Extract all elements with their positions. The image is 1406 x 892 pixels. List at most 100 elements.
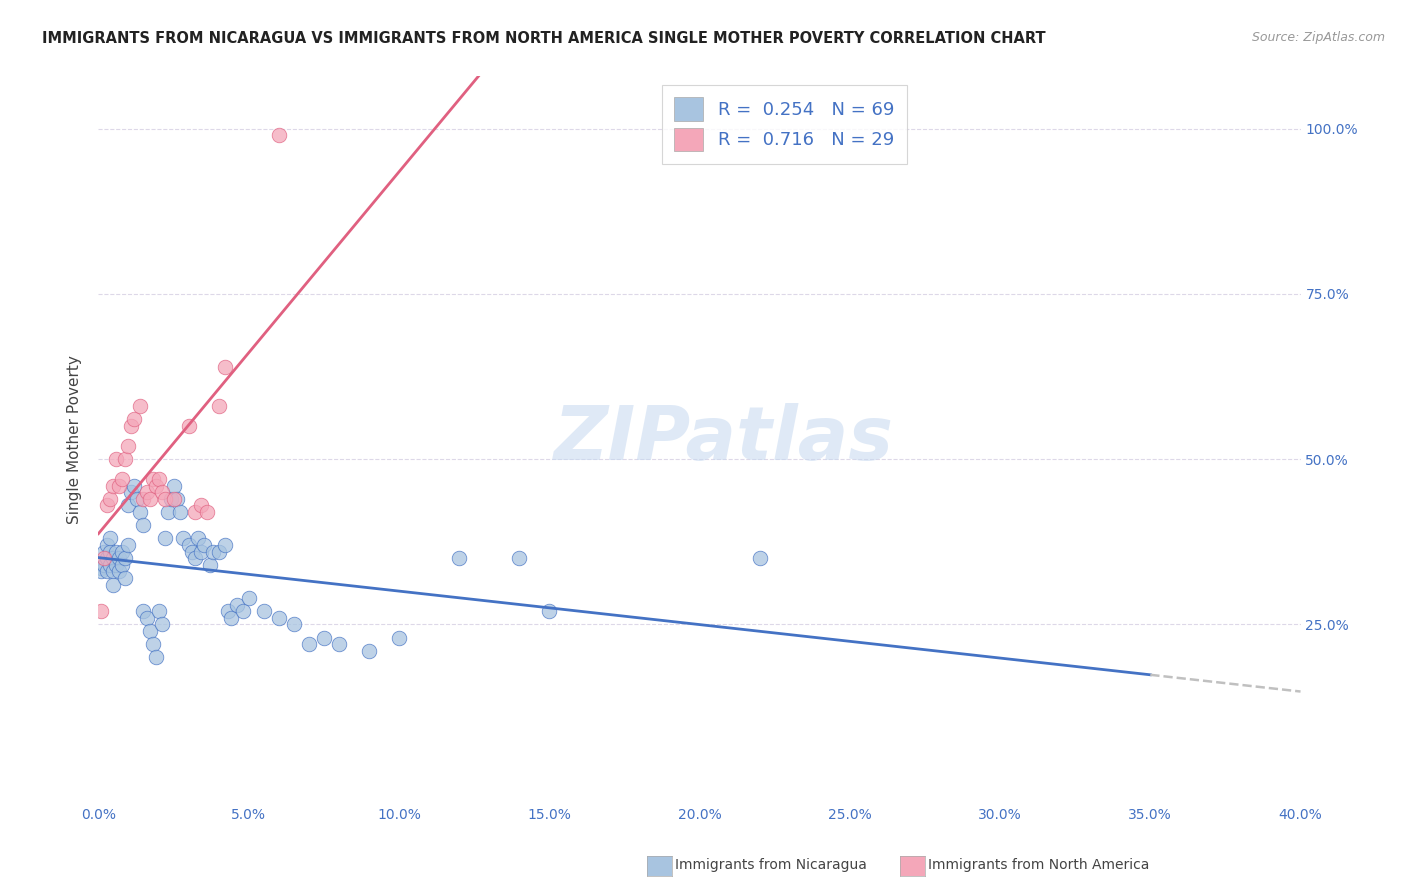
Point [117,439,139,453]
Point [208,399,231,413]
Point [201,544,224,558]
Point [148,604,170,618]
Point [103,551,125,566]
Point [124,478,146,492]
Point [225,598,247,612]
Point [117,499,139,513]
Point [138,491,160,506]
Point [748,551,770,566]
Text: ZIPatlas: ZIPatlas [554,403,894,475]
Point [177,419,200,434]
Point [121,485,143,500]
Point [132,604,155,618]
Point [108,565,131,579]
Point [219,611,242,625]
Point [103,578,125,592]
Point [166,491,188,506]
Point [298,637,321,651]
Point [217,604,239,618]
Text: Immigrants from North America: Immigrants from North America [928,858,1149,872]
Point [117,538,139,552]
Point [267,128,290,143]
Point [208,544,231,558]
Point [169,505,191,519]
Point [388,631,411,645]
Point [105,558,128,572]
Point [124,412,146,426]
Point [357,644,380,658]
Point [90,561,112,575]
Point [183,551,205,566]
Point [103,478,125,492]
Point [141,472,163,486]
Point [162,491,184,506]
Point [447,551,470,566]
Point [145,650,167,665]
Point [93,558,115,572]
Point [127,491,149,506]
Point [328,637,350,651]
Point [183,505,205,519]
Point [100,532,122,546]
Point [129,399,152,413]
Point [111,558,134,572]
Text: IMMIGRANTS FROM NICARAGUA VS IMMIGRANTS FROM NORTH AMERICA SINGLE MOTHER POVERTY: IMMIGRANTS FROM NICARAGUA VS IMMIGRANTS … [42,31,1046,46]
Point [150,485,173,500]
Point [114,551,136,566]
Point [103,565,125,579]
Point [141,637,163,651]
Point [108,551,131,566]
Point [105,452,128,467]
Point [114,452,136,467]
Point [153,491,176,506]
Point [96,538,118,552]
Point [195,505,218,519]
Point [132,518,155,533]
Point [150,617,173,632]
Point [108,478,131,492]
Point [111,544,134,558]
Point [145,478,167,492]
Point [100,544,122,558]
Point [177,538,200,552]
Point [105,544,128,558]
Point [156,505,179,519]
Point [159,491,181,506]
Point [187,532,209,546]
Point [90,604,112,618]
Point [193,538,215,552]
Point [312,631,335,645]
Point [132,491,155,506]
Point [100,558,122,572]
Point [508,551,530,566]
Point [96,565,118,579]
Point [238,591,260,605]
Point [267,611,290,625]
Point [90,565,112,579]
Point [172,532,194,546]
Point [538,604,561,618]
Point [111,472,134,486]
Point [148,472,170,486]
Point [135,611,157,625]
Text: Immigrants from Nicaragua: Immigrants from Nicaragua [675,858,866,872]
Legend: R =  0.254   N = 69, R =  0.716   N = 29: R = 0.254 N = 69, R = 0.716 N = 29 [662,85,907,164]
Point [100,491,122,506]
Point [129,505,152,519]
Point [162,478,184,492]
Point [214,538,236,552]
Y-axis label: Single Mother Poverty: Single Mother Poverty [67,355,83,524]
Point [190,499,212,513]
Text: Source: ZipAtlas.com: Source: ZipAtlas.com [1251,31,1385,45]
Point [153,532,176,546]
Point [253,604,276,618]
Point [93,544,115,558]
Point [232,604,254,618]
Point [190,544,212,558]
Point [138,624,160,638]
Point [93,551,115,566]
Point [180,544,202,558]
Point [121,419,143,434]
Point [135,485,157,500]
Point [114,571,136,585]
